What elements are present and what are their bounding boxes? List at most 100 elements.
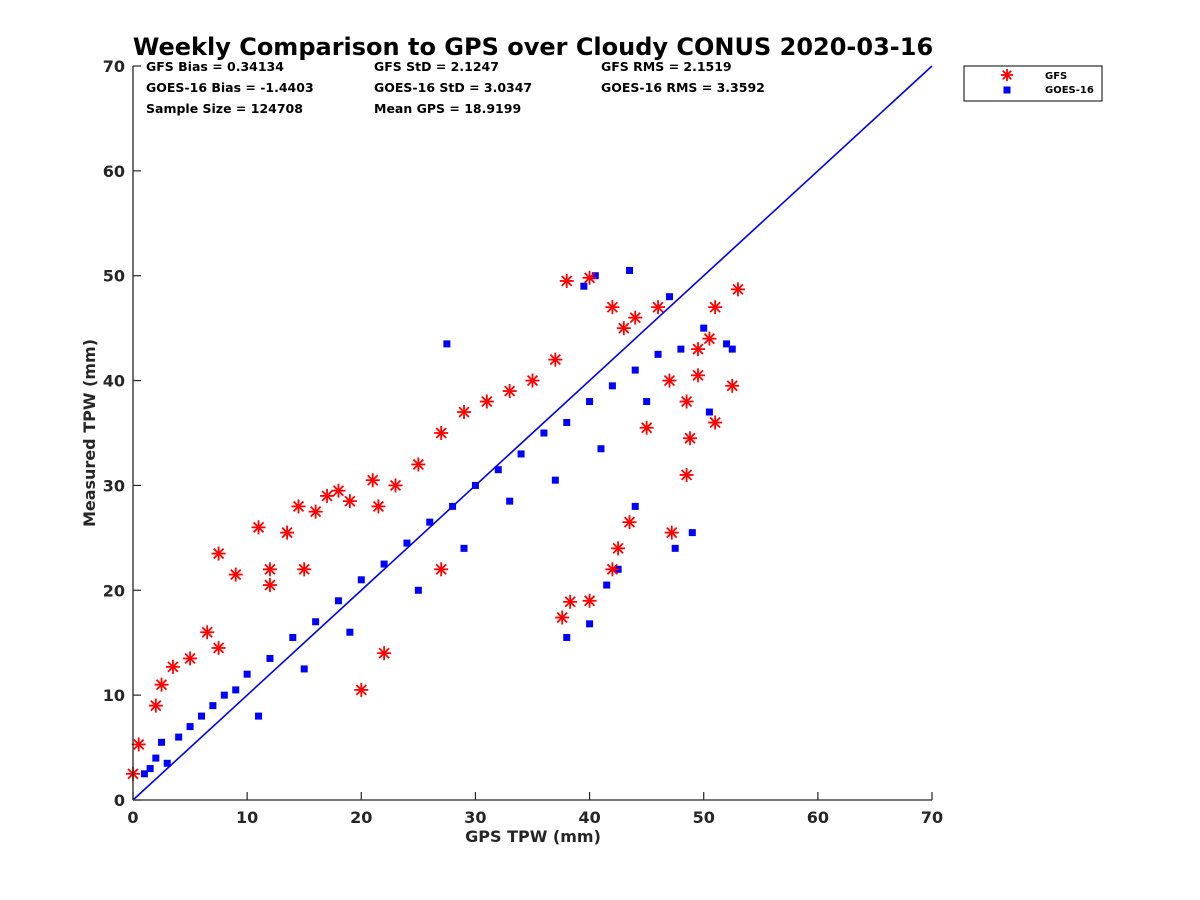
gfs-point	[308, 504, 323, 519]
goes16-point	[243, 670, 251, 678]
x-tick-label: 40	[578, 808, 600, 827]
gfs-point	[457, 405, 472, 420]
axes: 0 10 20 30 40 50 60 70 0 10 20 30 40 50 60 70	[103, 57, 943, 827]
goes16-point	[551, 476, 559, 484]
goes16-point	[654, 350, 662, 358]
gfs-point	[628, 310, 643, 325]
goes16-point	[608, 382, 616, 390]
gfs-point	[165, 659, 180, 674]
goes16-point	[255, 712, 263, 720]
gfs-point	[371, 499, 386, 514]
gfs-point	[251, 520, 266, 535]
x-axis-label: GPS TPW (mm)	[465, 827, 601, 846]
gfs-point	[639, 420, 654, 435]
y-tick-label: 70	[103, 57, 125, 76]
goes16-point	[591, 272, 599, 280]
gfs-point	[664, 525, 679, 540]
x-tick-label: 70	[921, 808, 943, 827]
goes16-point	[688, 529, 696, 537]
gfs-point	[342, 494, 357, 509]
goes16-point	[152, 754, 160, 762]
gfs-point	[411, 457, 426, 472]
legend-gfs-label: GFS	[1045, 71, 1067, 82]
gfs-point	[479, 394, 494, 409]
goes16-point	[597, 445, 605, 453]
goes16-point	[631, 502, 639, 510]
gfs-point	[525, 373, 540, 388]
goes16-point	[312, 618, 320, 626]
stat-mean-gps: Mean GPS = 18.9199	[374, 101, 521, 116]
gfs-point	[154, 677, 169, 692]
y-tick-label: 0	[114, 791, 125, 810]
gfs-point	[211, 546, 226, 561]
stat-gfs-rms: GFS RMS = 2.1519	[601, 59, 732, 74]
x-tick-label: 30	[464, 808, 486, 827]
goes16-point	[586, 398, 594, 406]
goes16-point	[677, 345, 685, 353]
gfs-point	[388, 478, 403, 493]
x-tick-label: 0	[127, 808, 138, 827]
gfs-point	[679, 467, 694, 482]
gfs-point	[662, 373, 677, 388]
reference-line	[132, 65, 933, 801]
legend-goes-square	[1003, 86, 1011, 94]
stat-sample-size: Sample Size = 124708	[146, 101, 303, 116]
goes16-point	[300, 665, 308, 673]
gfs-point	[708, 300, 723, 315]
goes16-point	[414, 586, 422, 594]
goes16-point	[175, 733, 183, 741]
gfs-point	[200, 625, 215, 640]
y-tick-label: 60	[103, 162, 125, 181]
gfs-point	[559, 273, 574, 288]
gfs-point	[605, 300, 620, 315]
gfs-point	[131, 737, 146, 752]
gfs-point	[228, 567, 243, 582]
chart-title: Weekly Comparison to GPS over Cloudy CON…	[133, 33, 933, 61]
goes16-point	[671, 544, 679, 552]
y-tick-label: 20	[103, 581, 125, 600]
legend-gfs-marker	[1001, 69, 1013, 81]
gfs-point	[708, 415, 723, 430]
gfs-point	[297, 562, 312, 577]
gfs-point	[365, 473, 380, 488]
gfs-point	[148, 698, 163, 713]
gfs-point	[183, 651, 198, 666]
goes16-point	[266, 654, 274, 662]
goes16-point	[209, 702, 217, 710]
gfs-point	[563, 594, 578, 609]
y-axis-label: Measured TPW (mm)	[80, 339, 99, 527]
goes16-point	[186, 723, 194, 731]
gfs-point	[679, 394, 694, 409]
legend-gfs-asterisk	[1001, 69, 1013, 81]
gfs-point	[280, 525, 295, 540]
gfs-point	[651, 300, 666, 315]
x-tick-label: 20	[350, 808, 372, 827]
gfs-point	[582, 270, 597, 285]
gfs-point	[691, 342, 706, 357]
goes16-point	[346, 628, 354, 636]
goes16-point	[232, 686, 240, 694]
gfs-point	[548, 352, 563, 367]
goes16-point	[563, 633, 571, 641]
gfs-point	[262, 562, 277, 577]
x-tick-label: 10	[236, 808, 258, 827]
goes16-point	[146, 765, 154, 773]
goes16-point	[586, 620, 594, 628]
goes16-point	[426, 518, 434, 526]
stats-block: GFS Bias = 0.34134 GFS StD = 2.1247 GFS …	[146, 59, 765, 116]
gfs-point	[691, 368, 706, 383]
gfs-point	[320, 488, 335, 503]
legend-box	[963, 65, 1103, 102]
legend: GFS GOES-16	[963, 65, 1103, 102]
y-tick-label: 40	[103, 372, 125, 391]
goes16-point	[643, 398, 651, 406]
goes16-point	[197, 712, 205, 720]
goes16-point	[380, 560, 388, 568]
goes16-point	[163, 759, 171, 767]
gfs-point	[725, 378, 740, 393]
gfs-point	[434, 562, 449, 577]
goes16-point	[443, 340, 451, 348]
gfs-point	[377, 646, 392, 661]
legend-goes-label: GOES-16	[1045, 85, 1094, 96]
